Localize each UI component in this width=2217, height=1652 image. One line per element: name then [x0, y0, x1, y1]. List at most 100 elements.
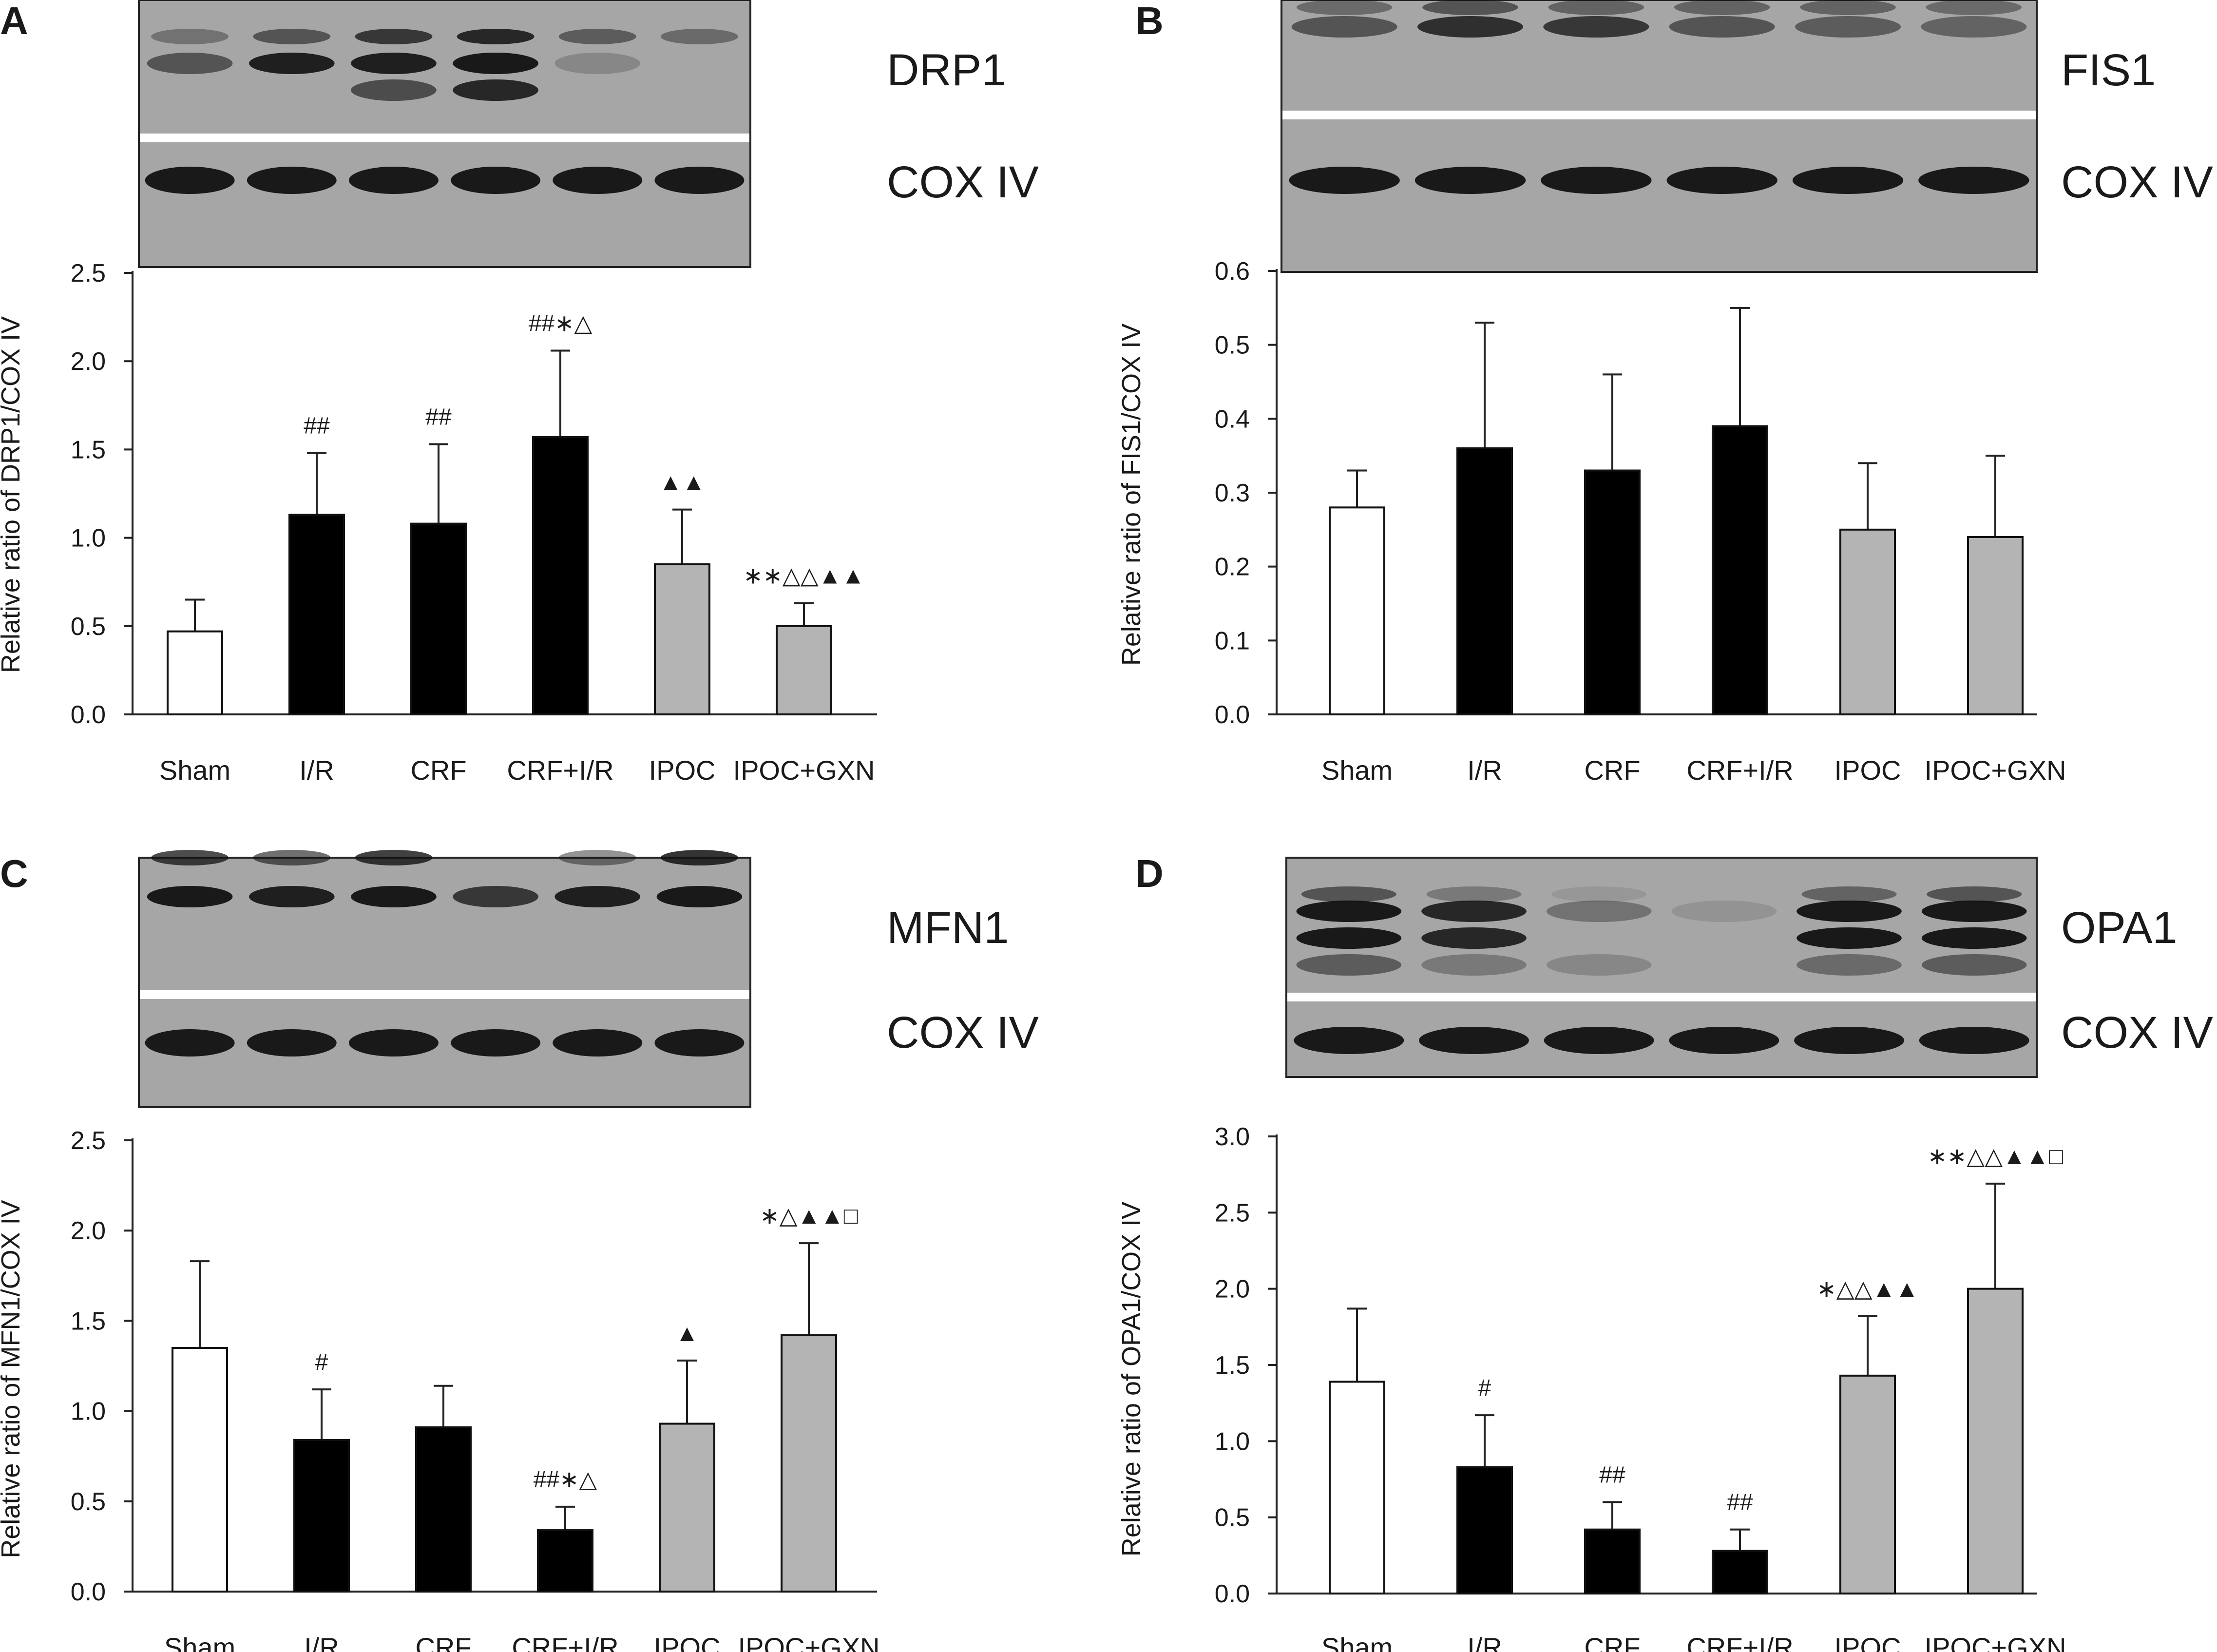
bar-i-r: [293, 1439, 350, 1593]
blot-loading-label: COX IV: [2061, 157, 2213, 207]
blot-band: [1546, 954, 1652, 976]
blot-band: [1421, 927, 1527, 949]
blot-band: [1927, 886, 2022, 902]
category-label: Sham: [1321, 1632, 1393, 1652]
category-label: I/R: [1467, 1632, 1502, 1652]
y-tick-label: 2.0: [71, 1217, 106, 1245]
blot-separator: [1282, 111, 2036, 119]
significance-label: ##: [304, 413, 330, 439]
significance-label: ##: [1599, 1462, 1625, 1488]
category-label: I/R: [299, 755, 334, 786]
blot-band: [1546, 901, 1652, 922]
y-tick-label: 0.3: [1215, 479, 1250, 507]
blot-band: [147, 53, 233, 74]
blot-band: [253, 850, 331, 865]
panel-a: A DRP1 COX IV 0.0 0.5 1.0 1.5 2.0 2.5 Relative ra…: [0, 0, 1039, 786]
blot-band: [248, 886, 335, 907]
blot-band: [1921, 16, 2027, 38]
category-label: IPOC+GXN: [1925, 755, 2066, 786]
blot-band: [1795, 16, 1901, 38]
blot-band: [554, 886, 641, 907]
category-label: IPOC+GXN: [733, 755, 875, 786]
significance-label: ##: [1727, 1490, 1753, 1516]
panel-d: D OPA1 COX IV 0.0 0.5 1.0 1.5 2.0 2.5 3.0 Relative…: [1117, 852, 2213, 1652]
loading-band: [1544, 1027, 1654, 1054]
blot-band: [453, 53, 538, 74]
category-label: CRF+I/R: [507, 755, 613, 786]
blot-band: [1671, 901, 1777, 922]
blot-band: [1797, 901, 1902, 922]
loading-band: [1414, 167, 1526, 194]
significance-label: ∗△△▲▲: [1816, 1276, 1918, 1302]
bar-crf: [415, 1426, 472, 1593]
significance-label: ##∗△: [534, 1467, 597, 1493]
blot-band: [660, 850, 738, 865]
blot-band: [1297, 0, 1393, 15]
loading-band: [451, 1029, 541, 1057]
loading-band: [1919, 1027, 2029, 1054]
bar-crf-i-r: [537, 1529, 593, 1593]
blot-loading-label: COX IV: [2061, 1008, 2213, 1057]
y-tick-label: 1.0: [1215, 1427, 1250, 1456]
blot-band: [656, 886, 743, 907]
blot-separator: [1287, 993, 2036, 1001]
blot-band: [1797, 927, 1902, 949]
panel-letter: B: [1135, 0, 1164, 42]
significance-label: #: [315, 1349, 328, 1375]
blot-band: [1301, 886, 1396, 902]
blot-loading-label: COX IV: [887, 1008, 1039, 1057]
category-label: IPOC: [1835, 1632, 1901, 1652]
blot-band: [1548, 0, 1644, 15]
blot-band: [351, 79, 437, 101]
category-label: CRF: [1584, 1632, 1640, 1652]
y-axis-label: Relative ratio of DRP1/COX IV: [0, 316, 25, 673]
panel-letter: A: [0, 0, 28, 42]
blot-band: [1421, 954, 1527, 976]
loading-band: [1918, 167, 2029, 194]
blot-band: [1296, 954, 1402, 976]
bar-ipoc: [1839, 528, 1896, 716]
blot-band: [351, 53, 437, 74]
y-tick-label: 0.5: [71, 613, 106, 641]
blot-band: [453, 79, 538, 101]
blot-band: [1417, 16, 1523, 38]
blot-band: [253, 29, 331, 44]
category-label: CRF: [415, 1632, 471, 1652]
blot-band: [151, 29, 229, 44]
bar-i-r: [1456, 447, 1513, 715]
y-tick-label: 2.0: [71, 347, 106, 376]
y-tick-label: 0.5: [1215, 1504, 1250, 1532]
blot-band: [151, 850, 229, 865]
bar-crf: [410, 522, 467, 716]
loading-band: [451, 167, 541, 194]
category-label: Sham: [1321, 755, 1393, 786]
significance-label: ∗∗△△▲▲: [743, 563, 864, 589]
blot-separator: [140, 990, 749, 999]
blot-band: [1291, 16, 1397, 38]
y-tick-label: 0.5: [71, 1488, 106, 1516]
blot-band: [1921, 954, 2027, 976]
significance-label: ▲: [675, 1321, 699, 1346]
loading-band: [247, 167, 337, 194]
blot-frame: [1285, 857, 2038, 1078]
significance-label: ##∗△: [529, 310, 592, 336]
y-axis-label: Relative ratio of OPA1/COX IV: [1117, 1202, 1146, 1556]
blot-band: [1426, 886, 1522, 902]
loading-band: [1419, 1027, 1529, 1054]
blot-band: [1926, 0, 2022, 15]
y-tick-label: 0.0: [71, 1578, 106, 1606]
loading-band: [553, 167, 643, 194]
y-tick-label: 0.5: [1215, 331, 1250, 360]
category-label: I/R: [304, 1632, 339, 1652]
y-tick-label: 0.6: [1215, 257, 1250, 286]
y-tick-label: 1.0: [71, 1398, 106, 1426]
y-tick-label: 2.5: [1215, 1199, 1250, 1227]
blot-band: [1921, 901, 2027, 922]
bar-crf: [1584, 1528, 1641, 1594]
significance-label: ##: [425, 404, 452, 430]
category-label: IPOC: [654, 1632, 721, 1652]
bar-ipoc: [654, 563, 710, 715]
y-tick-label: 0.4: [1215, 405, 1250, 433]
bar-ipoc-gxn: [776, 625, 832, 716]
